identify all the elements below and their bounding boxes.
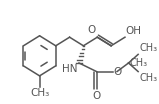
Text: CH₃: CH₃ <box>30 88 49 98</box>
Text: CH₃: CH₃ <box>139 43 157 53</box>
Text: CH₃: CH₃ <box>129 58 148 68</box>
Text: CH₃: CH₃ <box>139 72 157 83</box>
Text: HN: HN <box>62 64 77 74</box>
Text: OH: OH <box>126 26 142 36</box>
Text: O: O <box>92 91 101 101</box>
Text: O: O <box>114 67 122 77</box>
Text: O: O <box>87 25 96 35</box>
